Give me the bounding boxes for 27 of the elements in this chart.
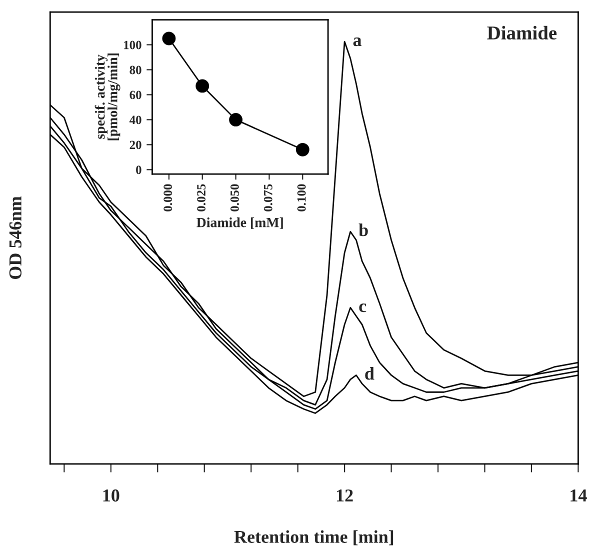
x-tick-label: 12 [336,489,353,502]
point [229,112,242,126]
x-tick-label: 0.075 [264,184,272,212]
x-axis-title: Retention time [min] [234,530,394,546]
x-tick-label: 10 [103,489,120,502]
point [162,32,176,46]
text: Diamide [487,26,557,40]
x-tick-label: 14 [570,490,587,502]
series-label: c [359,304,366,312]
series-label: a [353,38,362,46]
x-tick-label: 0.050 [230,184,239,212]
y-axis-title: OD 546nm [9,196,22,279]
y-tick-label: 20 [130,140,142,150]
y-tick-label: 80 [130,66,142,74]
x-tick-label: 0.000 [164,184,172,212]
series-label: b [358,223,368,236]
series-label: d [365,367,374,380]
point [196,79,210,93]
point [296,142,310,156]
y-tick-label: 100 [124,40,142,50]
y-axis-title: specif. activity [pmol/mg/min] [94,54,120,140]
y-tick-label: 60 [130,90,142,100]
y-tick-label: 40 [129,116,142,124]
x-axis-title: Diamide [mM] [196,217,283,229]
x-tick-label: 0.100 [297,184,306,212]
x-tick-label: 0.025 [197,184,206,212]
y-tick-label: 0 [136,166,142,174]
